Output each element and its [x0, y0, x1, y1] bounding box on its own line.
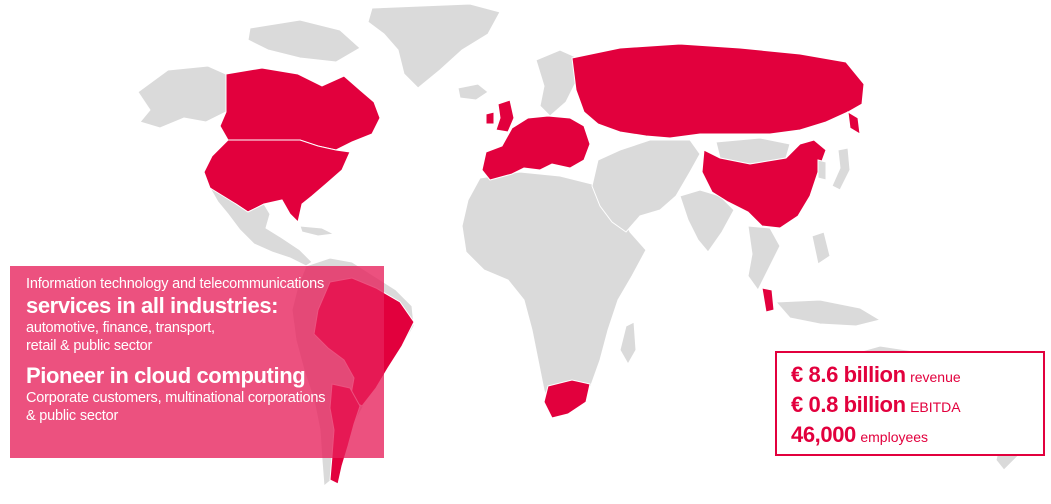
landmass-indonesia: [774, 299, 882, 327]
landmass-greenland: [367, 3, 501, 89]
country-china: [701, 139, 827, 229]
stat-ebitda-label: EBITDA: [910, 399, 961, 415]
landmass-india: [679, 189, 735, 253]
stat-ebitda: € 0.8 billion EBITDA: [791, 391, 1043, 421]
country-malaysia: [761, 287, 775, 313]
stat-employees-value: 46,000: [791, 422, 856, 447]
info-customers-line-1: Corporate customers, multinational corpo…: [26, 390, 326, 406]
info-subtitle: Information technology and telecommunica…: [26, 276, 325, 292]
landmass-mexico-central-america: [209, 187, 313, 267]
info-heading-cloud: Pioneer in cloud computing: [26, 363, 306, 388]
key-figures-box: € 8.6 billion revenue € 0.8 billion EBIT…: [775, 351, 1045, 456]
region-europe: [481, 115, 591, 181]
info-heading-services: services in all industries:: [26, 293, 279, 318]
stat-revenue: € 8.6 billion revenue: [791, 361, 1043, 391]
landmass-scandinavia: [535, 49, 579, 117]
stat-ebitda-value: € 0.8 billion: [791, 392, 906, 417]
landmass-middle-east-central-asia: [591, 139, 701, 233]
services-info-box: Information technology and telecommunica…: [10, 266, 384, 458]
stat-employees-label: employees: [860, 429, 929, 445]
landmass-iceland: [457, 83, 489, 101]
info-customers-line-2: & public sector: [26, 408, 119, 424]
info-industries-line-2: retail & public sector: [26, 338, 153, 354]
landmass-alaska: [137, 65, 227, 129]
landmass-korea: [817, 159, 827, 181]
country-ireland: [485, 111, 495, 125]
country-russia: [571, 43, 865, 139]
stat-revenue-value: € 8.6 billion: [791, 362, 906, 387]
stat-employees: 46,000 employees: [791, 421, 1043, 451]
landmass-caribbean: [299, 225, 336, 237]
stat-revenue-label: revenue: [910, 369, 961, 385]
country-canada: [219, 67, 381, 151]
landmass-arctic-islands: [247, 19, 361, 63]
country-south-africa: [543, 379, 591, 419]
info-industries-line-1: automotive, finance, transport,: [26, 320, 215, 336]
landmass-southeast-asia: [747, 225, 781, 291]
landmass-madagascar: [619, 321, 637, 366]
country-russia-east: [847, 111, 861, 135]
country-uk: [495, 99, 515, 133]
landmass-japan: [831, 147, 851, 191]
landmass-philippines: [811, 231, 831, 265]
